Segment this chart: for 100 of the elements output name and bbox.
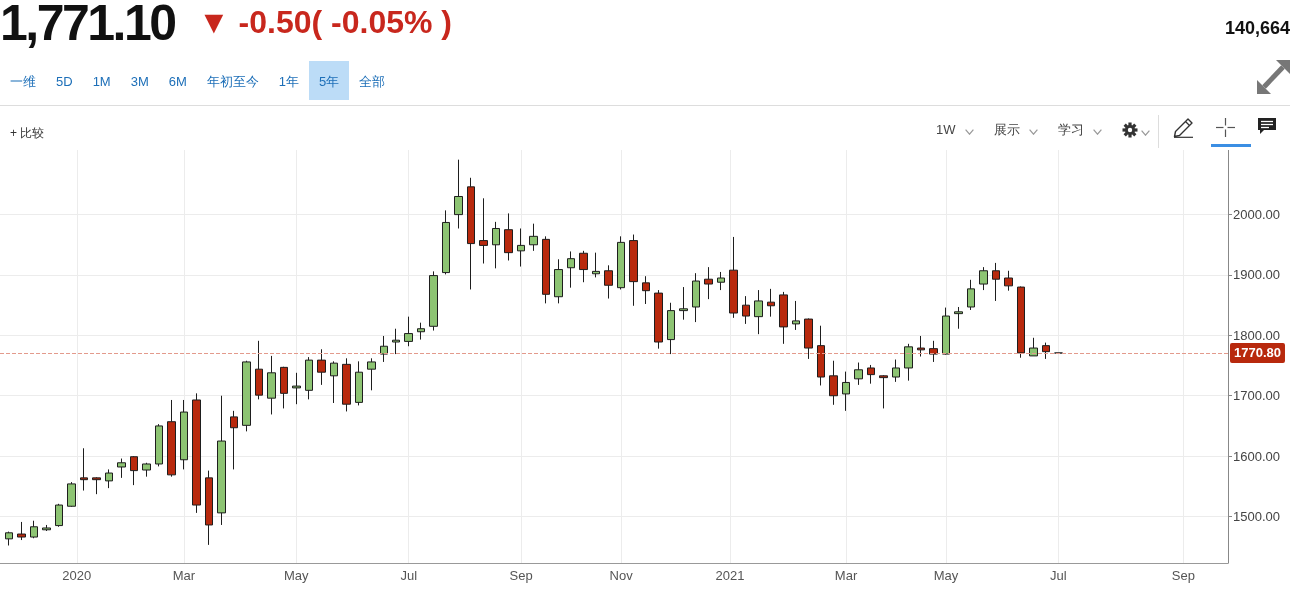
x-tick-label: Mar: [172, 568, 196, 583]
candlestick: [342, 357, 351, 412]
candlestick: [267, 355, 276, 415]
candlestick: [579, 250, 588, 283]
text: 5D: [56, 74, 73, 89]
candlestick: [105, 468, 113, 489]
candlestick: [130, 455, 138, 486]
candlestick: [230, 410, 238, 470]
candlestick: [867, 364, 875, 385]
text: + 比较: [10, 125, 45, 141]
chart-title: 1,771.10: [0, 0, 175, 51]
candlestick: [817, 325, 825, 386]
candlestick: [30, 520, 38, 539]
candlestick: [804, 317, 813, 360]
candlestick: [917, 335, 925, 357]
selected-tab: 5年: [309, 61, 350, 100]
text: 一维: [10, 74, 36, 89]
candlestick: [42, 524, 51, 532]
candlestick: [754, 289, 763, 335]
y-tick-label: 1500.00: [1233, 509, 1280, 525]
x-tick-label: May: [933, 568, 959, 583]
candlestick: [117, 458, 126, 479]
candlestick: [454, 159, 463, 229]
y-tick-label: 2000.00: [1233, 207, 1280, 223]
candlestick: [992, 262, 1000, 302]
candlestick: [242, 360, 251, 432]
text: 全部: [359, 74, 386, 89]
candlestick: [642, 275, 650, 305]
candlestick: [404, 316, 413, 347]
candlestick: [55, 503, 63, 528]
candlestick: [504, 212, 513, 261]
candlestick: [155, 423, 163, 467]
candlestick: [1042, 342, 1050, 360]
candlestick: [380, 335, 388, 363]
candlestick: [255, 340, 263, 400]
text: 1W: [936, 121, 956, 139]
candlestick: [305, 356, 313, 400]
candlestick: [217, 395, 226, 526]
candlestick: [180, 399, 188, 470]
candlestick: [80, 447, 88, 492]
candlestick: [779, 291, 788, 345]
candlestick: [617, 235, 625, 290]
text: 6M: [168, 74, 187, 89]
candlestick: [704, 266, 713, 300]
candlestick: [892, 359, 900, 383]
x-tick-label: Jul: [1050, 568, 1067, 583]
text: 1M: [92, 74, 111, 89]
candlestick: [529, 223, 538, 252]
candlestick: [954, 306, 963, 330]
candlestick: [317, 348, 326, 386]
candlestick: [667, 302, 675, 355]
candlestick: [417, 322, 425, 341]
candlestick: [442, 209, 450, 275]
candlestick: [392, 328, 400, 355]
candlestick: [854, 362, 863, 386]
candlestick: [554, 258, 563, 304]
candlestick: [17, 521, 26, 541]
text: 年初至今: [206, 74, 259, 89]
candlestick: [492, 221, 500, 269]
text: 1年: [278, 74, 300, 89]
y-tick-label: 1600.00: [1233, 448, 1280, 464]
candlestick: [467, 177, 475, 290]
candlestick: [542, 235, 550, 304]
candlestick: [767, 288, 775, 318]
candlestick: [280, 366, 288, 409]
x-tick-label: 2020: [62, 568, 92, 583]
candlestick: [5, 531, 13, 546]
candlestick: [592, 252, 600, 278]
candlestick: [729, 236, 738, 319]
x-tick-label: Sep: [1171, 568, 1195, 583]
candlestick: [567, 250, 575, 289]
candlestick: [829, 360, 838, 406]
candlestick: [654, 289, 663, 350]
text: 学习: [1057, 121, 1084, 139]
candlestick: [692, 272, 700, 323]
candlestick: [967, 279, 975, 311]
candlestick: [429, 270, 438, 332]
candlestick: [517, 227, 525, 268]
candlestick: [292, 372, 301, 405]
chart-subtitle: ▼ -0.50( -0.05% ): [198, 4, 452, 40]
candlestick: [604, 264, 613, 300]
candlestick: [479, 197, 488, 265]
candlestick: [192, 392, 201, 514]
candlestick: [942, 307, 950, 356]
candlestick: [792, 300, 800, 331]
text: 展示: [993, 121, 1020, 139]
candlestick: [167, 399, 176, 478]
x-tick-label: May: [284, 568, 310, 583]
x-tick-label: Mar: [834, 568, 858, 583]
candlestick: [92, 476, 101, 495]
ref-line-label: 1770.80: [1234, 345, 1281, 361]
candlestick: [142, 462, 151, 478]
y-tick-label: 1900.00: [1233, 267, 1280, 283]
candlestick: [1004, 270, 1013, 292]
candlestick: [717, 271, 725, 291]
candlestick: [929, 340, 938, 363]
candlestick: [205, 470, 213, 546]
text: 140,664: [1224, 18, 1290, 38]
y-tick-label: 1700.00: [1233, 388, 1280, 404]
candlestick: [629, 234, 638, 307]
